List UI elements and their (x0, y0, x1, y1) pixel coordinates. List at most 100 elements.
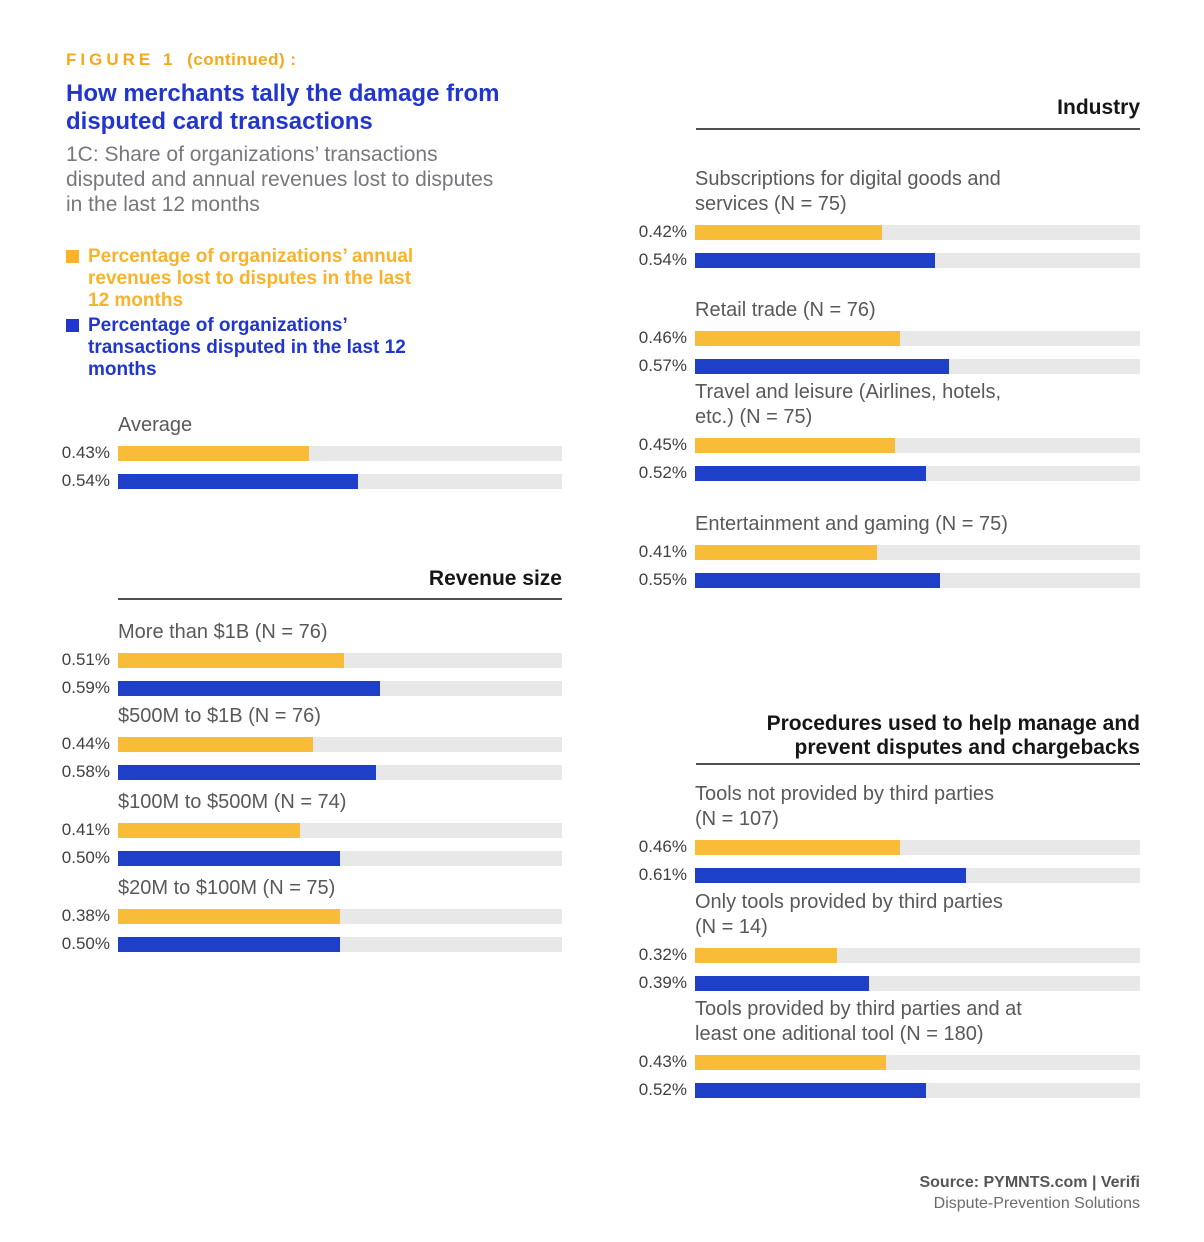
bar-value-label: 0.51% (61, 650, 110, 669)
bar-row-transactions-disputed: 0.50% (48, 934, 562, 954)
bar-group-label: $500M to $1B (N = 76) (118, 705, 321, 727)
legend-item-revenues-lost: Percentage of organizations’ annual reve… (66, 246, 536, 312)
bar-track (695, 252, 1140, 268)
figure-tag: FIGURE 1 (continued) : (66, 50, 297, 70)
bar-value-label: 0.39% (638, 973, 687, 992)
bar-row-transactions-disputed: 0.55% (622, 570, 1140, 590)
bar-track (695, 572, 1140, 588)
bar-value-label: 0.52% (638, 463, 687, 482)
bar-fill (118, 473, 358, 489)
bar-fill (695, 252, 936, 268)
bar-value-label: 0.54% (61, 471, 110, 490)
bar-group-label: $20M to $100M (N = 75) (118, 877, 336, 899)
chart-title: How merchants tally the damage from disp… (66, 80, 500, 135)
bar-group-subscriptions-digital-goods: Subscriptions for digital goods and serv… (622, 167, 1140, 278)
bar-row-revenues-lost: 0.46% (622, 837, 1140, 857)
bar-fill (695, 839, 900, 855)
bar-track (695, 358, 1140, 374)
bar-fill (118, 908, 340, 924)
bar-group-label: Tools provided by third parties and at l… (695, 998, 1022, 1045)
chart-subtitle: 1C: Share of organizations’ transactions… (66, 143, 494, 216)
bar-group-tools-not-third-party: Tools not provided by third parties (N =… (622, 782, 1140, 893)
bar-value-label: 0.38% (61, 906, 110, 925)
bar-group-only-third-party-tools: Only tools provided by third parties (N … (622, 890, 1140, 1001)
bar-value-label: 0.57% (638, 356, 687, 375)
bar-track (695, 465, 1140, 481)
bar-fill (695, 358, 949, 374)
bar-value-label: 0.46% (638, 328, 687, 347)
bar-group-label: Retail trade (N = 76) (695, 299, 876, 321)
bar-row-transactions-disputed: 0.58% (48, 762, 562, 782)
bar-value-label: 0.58% (61, 762, 110, 781)
bar-fill (695, 947, 838, 963)
bar-fill (695, 1054, 887, 1070)
bar-group-label: $100M to $500M (N = 74) (118, 791, 347, 813)
bar-row-transactions-disputed: 0.59% (48, 678, 562, 698)
bar-fill (695, 544, 878, 560)
source-note: Source: PYMNTS.com | Verifi Dispute-Prev… (740, 1172, 1140, 1214)
bar-row-revenues-lost: 0.44% (48, 734, 562, 754)
bar-fill (695, 330, 900, 346)
bar-fill (695, 465, 927, 481)
legend-label: Percentage of organizations’ transaction… (88, 315, 406, 380)
bar-track (695, 330, 1140, 346)
bar-row-revenues-lost: 0.46% (622, 328, 1140, 348)
bar-value-label: 0.43% (61, 443, 110, 462)
bar-group-20m-to-100m: $20M to $100M (N = 75) 0.38% 0.50% (48, 876, 562, 962)
bar-track (118, 850, 562, 866)
legend: Percentage of organizations’ annual reve… (66, 246, 536, 384)
bar-value-label: 0.59% (61, 678, 110, 697)
bar-row-transactions-disputed: 0.57% (622, 356, 1140, 376)
bar-value-label: 0.44% (61, 734, 110, 753)
bar-value-label: 0.41% (61, 820, 110, 839)
bar-group-more-than-1b: More than $1B (N = 76) 0.51% 0.59% (48, 620, 562, 706)
bar-fill (118, 680, 380, 696)
bar-track (118, 680, 562, 696)
bar-group-label: Average (118, 414, 193, 436)
bar-group-label: Tools not provided by third parties (N =… (695, 783, 995, 830)
bar-row-transactions-disputed: 0.52% (622, 463, 1140, 483)
bar-row-revenues-lost: 0.45% (622, 435, 1140, 455)
bar-row-revenues-lost: 0.38% (48, 906, 562, 926)
bar-group-label: Subscriptions for digital goods and serv… (695, 168, 1001, 215)
bar-group-100m-to-500m: $100M to $500M (N = 74) 0.41% 0.50% (48, 790, 562, 876)
bar-row-revenues-lost: 0.43% (48, 443, 562, 463)
bar-track (695, 975, 1140, 991)
bar-track (118, 764, 562, 780)
bar-value-label: 0.50% (61, 934, 110, 953)
bar-track (118, 736, 562, 752)
bar-row-revenues-lost: 0.41% (622, 542, 1140, 562)
bar-row-revenues-lost: 0.43% (622, 1052, 1140, 1072)
bar-group-label: Only tools provided by third parties (N … (695, 891, 1003, 938)
section-header-industry: Industry (696, 95, 1140, 130)
bar-row-revenues-lost: 0.42% (622, 222, 1140, 242)
bar-row-transactions-disputed: 0.61% (622, 865, 1140, 885)
bar-track (695, 867, 1140, 883)
bar-fill (118, 850, 340, 866)
figure-tag-label: FIGURE 1 (66, 50, 177, 69)
source-subline: Dispute-Prevention Solutions (933, 1195, 1140, 1212)
bar-track (118, 822, 562, 838)
bar-track (695, 1082, 1140, 1098)
bar-row-transactions-disputed: 0.39% (622, 973, 1140, 993)
bar-fill (118, 652, 345, 668)
bar-value-label: 0.41% (638, 542, 687, 561)
bar-track (695, 1054, 1140, 1070)
bar-value-label: 0.55% (638, 570, 687, 589)
bar-fill (695, 437, 896, 453)
bar-fill (118, 736, 314, 752)
bar-fill (118, 764, 376, 780)
bar-group-label: More than $1B (N = 76) (118, 621, 328, 643)
bar-track (695, 947, 1140, 963)
bar-track (118, 936, 562, 952)
bar-row-transactions-disputed: 0.52% (622, 1080, 1140, 1100)
bar-track (118, 652, 562, 668)
bar-track (118, 908, 562, 924)
bar-group-label: Travel and leisure (Airlines, hotels, et… (695, 381, 1002, 428)
bar-value-label: 0.46% (638, 837, 687, 856)
bar-value-label: 0.54% (638, 250, 687, 269)
bar-track (695, 839, 1140, 855)
section-header-revenue-size: Revenue size (118, 566, 562, 600)
bar-fill (695, 224, 882, 240)
